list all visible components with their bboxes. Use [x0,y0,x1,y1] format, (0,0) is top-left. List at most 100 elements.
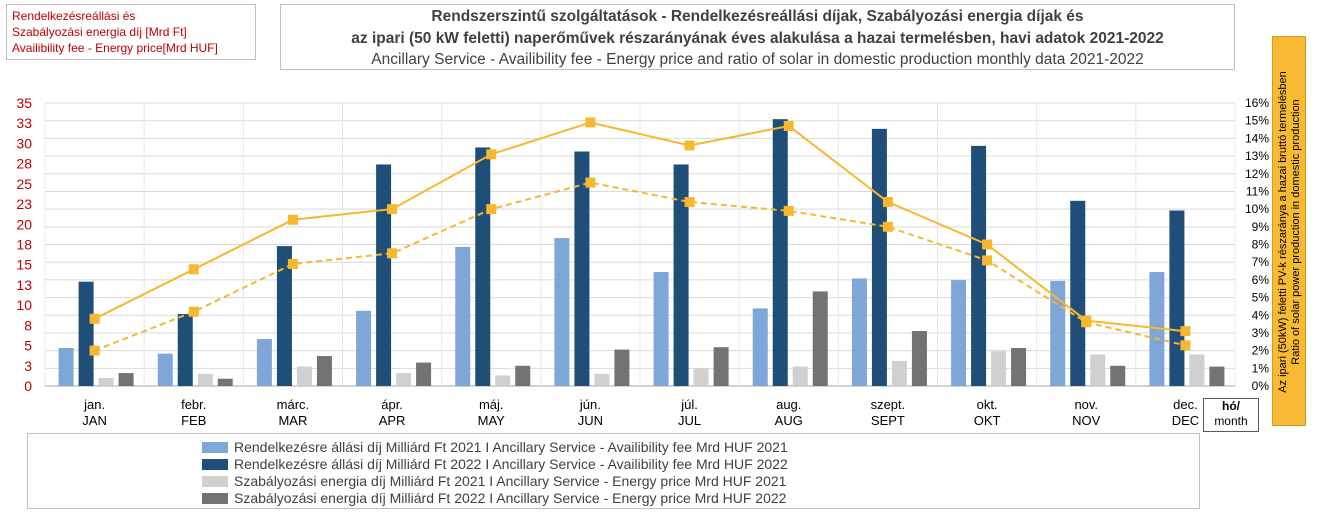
bar-energy-2022 [316,356,332,386]
bar-energy-2022 [713,347,729,386]
y-left-tick-label: 28 [16,156,32,172]
legend-item-energy-2021: Szabályozási energia díj Milliárd Ft 202… [202,473,786,490]
marker-solar-2022 [1180,326,1191,337]
x-tick-label-en: NOV [1072,413,1101,428]
y-right-tick-label: 3% [1252,326,1270,340]
bar-energy-2021 [594,373,610,386]
bar-avail-2021 [157,353,173,386]
legend-swatch-energy-2022 [202,492,228,504]
y2-axis-title-line2: Ratio of solar power production in domes… [1290,99,1302,365]
bar-avail-2022 [971,145,987,386]
legend-label-energy-2022: Szabályozási energia díj Milliárd Ft 202… [234,490,787,506]
marker-solar-2022 [89,313,100,324]
bar-energy-2022 [416,362,432,386]
marker-solar-2021 [188,306,199,317]
x-unit-label: hó/ month [1203,398,1259,432]
marker-solar-2022 [882,197,893,208]
marker-solar-2021 [585,177,596,188]
y-right-tick-label: 14% [1245,131,1269,145]
x-tick-label-en: FEB [181,413,206,428]
y-right-tick-label: 9% [1252,220,1270,234]
x-tick-label-hu: szept. [871,397,906,412]
bar-avail-2022 [673,164,689,386]
y-left-tick-label: 8 [24,317,32,333]
marker-solar-2022 [188,264,199,275]
legend-swatch-avail-2021 [202,441,228,453]
bar-avail-2021 [752,308,768,386]
bar-avail-2021 [58,347,74,386]
y-left-tick-label: 33 [16,115,32,131]
bar-energy-2021 [1090,354,1106,386]
x-unit-line2: month [1214,414,1248,428]
y-right-tick-label: 12% [1245,167,1269,181]
x-tick-label-en: JUL [678,413,701,428]
bar-avail-2021 [554,238,570,386]
bar-energy-2022 [1011,347,1027,386]
legend-label-avail-2021: Rendelkezésre állási díj Milliárd Ft 202… [234,439,788,455]
bar-avail-2022 [772,119,788,387]
line-solar-2021 [94,181,1186,352]
x-tick-label-en: JUN [578,413,603,428]
bar-energy-2021 [693,368,709,386]
bar-avail-2021 [653,271,669,386]
bar-energy-2021 [991,351,1007,386]
marker-solar-2021 [982,255,993,266]
bar-avail-2021 [851,278,867,386]
marker-solar-2022 [387,204,398,215]
bar-avail-2021 [256,339,272,386]
y-right-tick-label: 13% [1245,149,1269,163]
bar-energy-2022 [1209,366,1225,386]
y-left-tick-label: 15 [16,257,32,273]
chart-title: Rendszerszintű szolgáltatások - Rendelke… [280,4,1235,70]
bar-energy-2021 [396,373,412,386]
bar-energy-2022 [614,349,630,386]
y-axis-title-line3: Availibility fee - Energy price[Mrd HUF] [12,41,218,55]
y-left-tick-label: 0 [24,378,32,394]
y-axis-title-line2: Szabályozási energia díj [Mrd Ft] [12,25,187,39]
bar-energy-2021 [495,375,511,386]
y-right-tick-label: 10% [1245,202,1269,216]
legend: Rendelkezésre állási díj Milliárd Ft 202… [27,433,1200,509]
x-tick-label-hu: jan. [83,397,105,412]
x-tick-label-hu: jún. [579,397,601,412]
bar-avail-2022 [1169,210,1185,386]
x-tick-label-hu: dec. [1173,397,1198,412]
bar-energy-2021 [197,373,213,386]
bar-energy-2021 [296,366,312,386]
x-tick-label-en: SEPT [871,413,905,428]
y-left-tick-label: 5 [24,338,32,354]
legend-swatch-avail-2022 [202,458,228,470]
legend-item-avail-2022: Rendelkezésre állási díj Milliárd Ft 202… [202,456,788,473]
chart-title-line2: az ipari (50 kW feletti) naperőművek rés… [351,30,1164,47]
chart-subtitle: Ancillary Service - Availibility fee - E… [371,51,1144,68]
legend-swatch-energy-2021 [202,475,228,487]
x-tick-label-en: JAN [82,413,107,428]
marker-solar-2021 [89,345,100,356]
y-right-tick-label: 6% [1252,273,1270,287]
y-right-tick-label: 16% [1245,96,1269,110]
marker-solar-2021 [882,221,893,232]
y-right-tick-label: 1% [1252,361,1270,375]
marker-solar-2022 [783,120,794,131]
marker-solar-2022 [486,149,497,160]
bar-avail-2021 [1050,280,1066,386]
marker-solar-2021 [287,258,298,269]
legend-item-avail-2021: Rendelkezésre állási díj Milliárd Ft 202… [202,439,788,456]
bar-avail-2022 [1070,200,1086,386]
bar-energy-2021 [792,366,808,386]
bar-avail-2022 [475,147,491,386]
line-solar-2022 [94,121,1186,333]
bar-avail-2021 [951,280,967,386]
y-right-tick-label: 4% [1252,308,1270,322]
legend-item-energy-2022: Szabályozási energia díj Milliárd Ft 202… [202,490,786,507]
y-right-tick-label: 15% [1245,114,1269,128]
y-left-tick-label: 13 [16,277,32,293]
x-tick-label-hu: márc. [277,397,310,412]
marker-solar-2021 [783,205,794,216]
y-axis-title: Rendelkezésreállási és Szabályozási ener… [6,4,256,60]
y-axis-title-line1: Rendelkezésreállási és [12,9,136,23]
bar-avail-2021 [356,310,372,386]
y-left-tick-label: 30 [16,135,32,151]
y2-axis-title-line1: Az ipari (50kW) feletti PV-k részaránya … [1277,71,1289,393]
